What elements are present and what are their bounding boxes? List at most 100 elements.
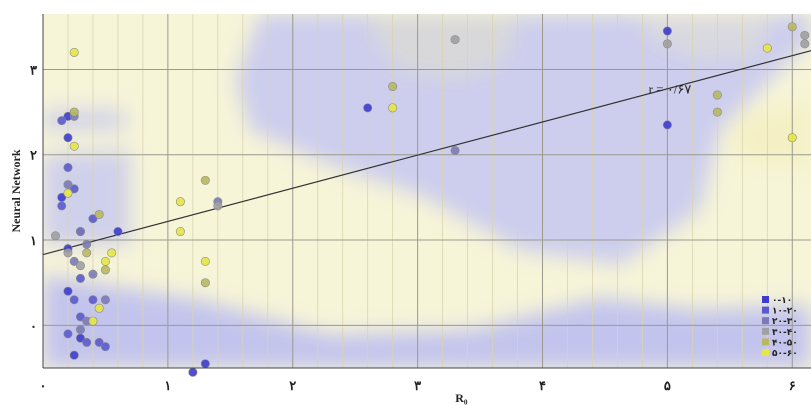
data-point — [662, 120, 672, 130]
data-point — [762, 43, 772, 53]
data-point — [50, 231, 60, 241]
data-point — [75, 325, 85, 335]
data-point — [388, 82, 398, 92]
yellow-region-right — [730, 100, 811, 170]
data-point — [113, 227, 123, 237]
legend-swatch — [762, 349, 769, 356]
data-point — [88, 214, 98, 224]
x-tick-label: ۲ — [289, 379, 296, 394]
data-point — [712, 107, 722, 117]
data-point — [82, 248, 92, 258]
y-axis-title: Neural Network — [9, 149, 23, 232]
x-axis-title: R₀ — [455, 391, 468, 405]
data-point — [88, 269, 98, 279]
x-tick-label: ۰ — [40, 379, 47, 394]
data-point — [69, 141, 79, 151]
trend-line — [42, 50, 811, 256]
blue-region-left-upper — [43, 110, 125, 130]
data-point — [57, 201, 67, 211]
data-point — [88, 316, 98, 326]
data-point — [75, 261, 85, 271]
plot-area: r = ۰/۶۷ — [42, 14, 811, 377]
data-point — [200, 359, 210, 369]
data-point — [63, 329, 73, 339]
data-point — [94, 209, 104, 219]
legend-label: ۵۰-۶۰ — [772, 349, 798, 359]
data-point — [200, 175, 210, 185]
data-point — [100, 342, 110, 352]
data-point — [63, 180, 73, 190]
data-point — [107, 248, 117, 258]
data-point — [69, 47, 79, 57]
x-axis: ۰ ۱ ۲ ۳ ۴ ۵ ۶ — [40, 367, 811, 394]
data-point — [787, 22, 797, 32]
legend-swatch — [762, 306, 769, 314]
data-point — [100, 265, 110, 275]
trend-label: r = ۰/۶۷ — [649, 81, 692, 96]
y-axis: ۰ ۱ ۲ ۳ — [30, 14, 44, 368]
legend-swatch — [762, 338, 769, 346]
data-point — [88, 295, 98, 305]
data-point — [662, 26, 672, 36]
data-point — [175, 197, 185, 207]
data-point — [450, 35, 460, 45]
blue-region-left-mid — [43, 150, 130, 245]
data-point — [63, 188, 73, 198]
data-point — [175, 227, 185, 237]
data-point — [63, 248, 73, 258]
data-point — [200, 256, 210, 266]
legend-label: ۳۰-۴۰ — [772, 328, 798, 338]
data-point — [57, 116, 67, 126]
x-tick-label: ۵ — [664, 379, 671, 394]
data-point — [63, 133, 73, 143]
data-point — [63, 163, 73, 173]
points-layer — [50, 22, 810, 377]
data-point — [662, 39, 672, 49]
x-tick-label: ۱ — [164, 379, 171, 394]
blue-region-bottom — [43, 275, 811, 368]
data-point — [75, 312, 85, 322]
data-point — [69, 256, 79, 266]
data-point — [712, 90, 722, 100]
y-tick-label: ۲ — [30, 149, 37, 164]
legend-swatch — [762, 317, 769, 325]
data-point — [82, 337, 92, 347]
y-tick-label: ۰ — [30, 319, 37, 334]
data-point — [213, 201, 223, 211]
data-point — [69, 350, 79, 360]
data-point — [200, 278, 210, 288]
data-point — [75, 273, 85, 283]
data-point — [63, 286, 73, 296]
gray-region-top — [370, 14, 520, 80]
data-point — [69, 107, 79, 117]
data-point — [363, 103, 373, 113]
data-point — [94, 337, 104, 347]
legend-label: ۰-۱۰ — [772, 296, 792, 306]
gray-region-right — [640, 14, 770, 60]
legend-label: ۴۰-۵۰ — [772, 338, 798, 348]
data-point — [388, 103, 398, 113]
data-point — [800, 39, 810, 49]
data-point — [450, 145, 460, 155]
y-tick-label: ۱ — [30, 234, 37, 249]
legend-label: ۲۰-۳۰ — [772, 317, 798, 327]
x-tick-label: ۳ — [414, 379, 421, 394]
data-point — [800, 30, 810, 40]
y-tick-label: ۳ — [30, 63, 37, 78]
x-tick-label: ۶ — [789, 379, 796, 394]
data-point — [82, 239, 92, 249]
data-point — [100, 256, 110, 266]
data-point — [94, 303, 104, 313]
data-point — [75, 227, 85, 237]
data-point — [69, 184, 79, 194]
x-tick-label: ۴ — [539, 379, 546, 394]
data-point — [100, 295, 110, 305]
legend-label: ۱۰-۲۰ — [772, 307, 798, 317]
legend-swatch — [762, 327, 769, 335]
data-point — [69, 295, 79, 305]
data-point — [188, 367, 198, 377]
legend-swatch — [762, 296, 769, 303]
data-point — [787, 133, 797, 143]
